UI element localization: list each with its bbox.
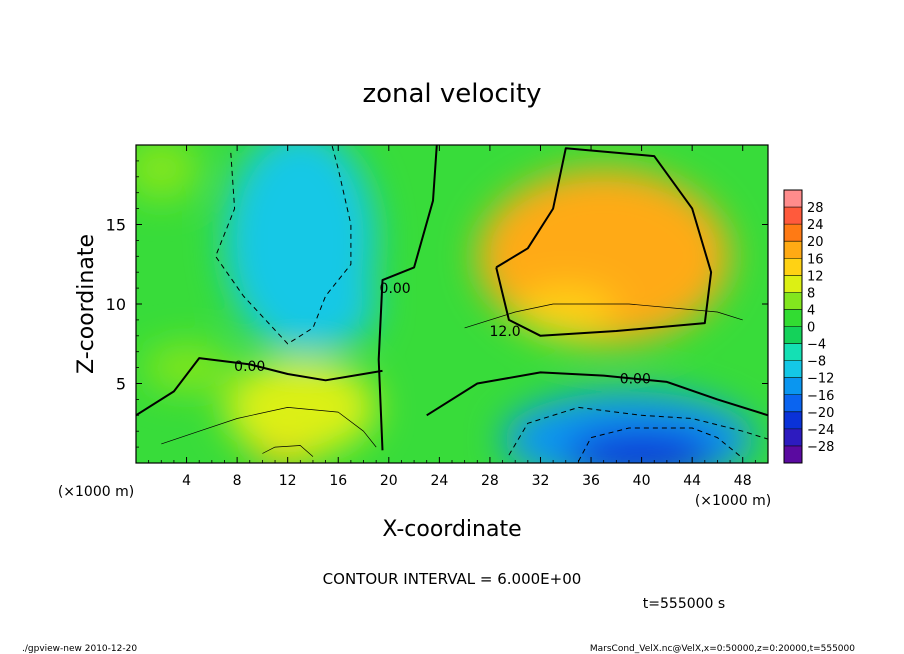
x-axis: 4 8 12 16 20 24 28 32 36 40 44 48	[148, 145, 756, 489]
y-axis-label: Z-coordinate	[74, 234, 99, 374]
contour-label-0: 0.00	[380, 281, 411, 297]
colorbar-label-1: 24	[807, 218, 824, 233]
colorbar-label-4: 12	[807, 269, 824, 284]
colorbar: 28 24 20 16 12 8 4 0 −4 −8 −12 −16 −20 −24 −28	[783, 189, 834, 464]
contour-line-4	[215, 145, 352, 345]
y-tick-label-0: 5	[116, 375, 126, 394]
x-tick-label-8: 36	[582, 473, 600, 489]
x-unit-left: (×1000 m)	[58, 484, 134, 500]
x-tick-label-0: 4	[182, 473, 191, 489]
y-axis: 5 10 15	[106, 160, 768, 448]
colorbar-label-9: −8	[807, 355, 826, 370]
x-tick-label-11: 48	[734, 473, 752, 489]
colorbar-label-3: 16	[807, 252, 824, 267]
footer-left: ./gpview-new 2010-12-20	[22, 644, 137, 654]
colorbar-segment-9	[784, 292, 802, 310]
colorbar-label-6: 4	[807, 303, 815, 318]
x-tick-label-2: 12	[279, 473, 297, 489]
contour-line-2	[426, 371, 768, 417]
x-axis-label: X-coordinate	[382, 517, 521, 542]
contour-line-5	[508, 406, 768, 456]
x-tick-label-3: 16	[329, 473, 347, 489]
colorbar-label-13: −24	[807, 423, 834, 438]
colorbar-segment-1	[784, 428, 802, 446]
x-tick-label-7: 32	[532, 473, 550, 489]
colorbar-segment-7	[784, 326, 802, 344]
field-region-3	[224, 359, 377, 456]
contour-line-7	[262, 445, 314, 457]
contour-label-1: 0.00	[234, 359, 265, 375]
colorbar-segment-13	[784, 224, 802, 242]
field-region-9	[142, 343, 231, 392]
colorbar-label-12: −20	[807, 406, 834, 421]
colorbar-segment-0	[784, 445, 802, 463]
time-label: t=555000 s	[643, 596, 725, 612]
colorbar-segment-15	[784, 190, 802, 208]
chart-title: zonal velocity	[362, 79, 541, 109]
field-region-7	[249, 256, 377, 352]
field-layer	[136, 145, 756, 463]
colorbar-segment-12	[784, 241, 802, 259]
x-tick-label-6: 28	[481, 473, 499, 489]
contour-label-2: 0.00	[620, 372, 651, 388]
x-unit-right: (×1000 m)	[695, 493, 771, 509]
field-region-5	[565, 429, 718, 463]
colorbar-label-0: 28	[807, 201, 824, 216]
colorbar-segment-14	[784, 207, 802, 225]
contour-line-0	[377, 145, 438, 451]
colorbar-segment-5	[784, 360, 802, 378]
x-tick-label-5: 24	[430, 473, 448, 489]
colorbar-segment-8	[784, 309, 802, 327]
field-region-8	[136, 145, 200, 201]
colorbar-label-5: 8	[807, 286, 815, 301]
contour-line-3	[495, 147, 713, 337]
x-tick-label-9: 40	[633, 473, 651, 489]
contour-label-3: 12.0	[490, 324, 521, 340]
colorbar-segment-10	[784, 275, 802, 293]
colorbar-segment-11	[784, 258, 802, 276]
colorbar-segment-4	[784, 377, 802, 395]
colorbar-label-11: −16	[807, 389, 834, 404]
x-tick-label-1: 8	[233, 473, 242, 489]
contour-layer: 0.00 0.00 0.00 12.0	[136, 145, 768, 462]
colorbar-label-14: −28	[807, 440, 834, 455]
colorbar-segment-2	[784, 411, 802, 429]
contour-interval-text: CONTOUR INTERVAL = 6.000E+00	[323, 570, 582, 588]
y-tick-label-1: 10	[106, 295, 126, 314]
contour-line-8	[464, 303, 743, 329]
contour-line-1	[136, 357, 383, 417]
field-region-1	[515, 288, 617, 336]
colorbar-segment-3	[784, 394, 802, 412]
colorbar-segment-6	[784, 343, 802, 361]
contour-line-9	[161, 407, 377, 448]
x-tick-label-4: 20	[380, 473, 398, 489]
colorbar-label-7: 0	[807, 321, 815, 336]
y-tick-label-2: 15	[106, 216, 126, 235]
colorbar-label-2: 20	[807, 235, 824, 250]
contour-line-6	[577, 427, 744, 462]
colorbar-label-8: −4	[807, 338, 826, 353]
footer-right: MarsCond_VelX.nc@VelX,x=0:50000,z=0:2000…	[590, 644, 855, 654]
colorbar-label-10: −12	[807, 372, 834, 387]
x-tick-label-10: 44	[683, 473, 701, 489]
